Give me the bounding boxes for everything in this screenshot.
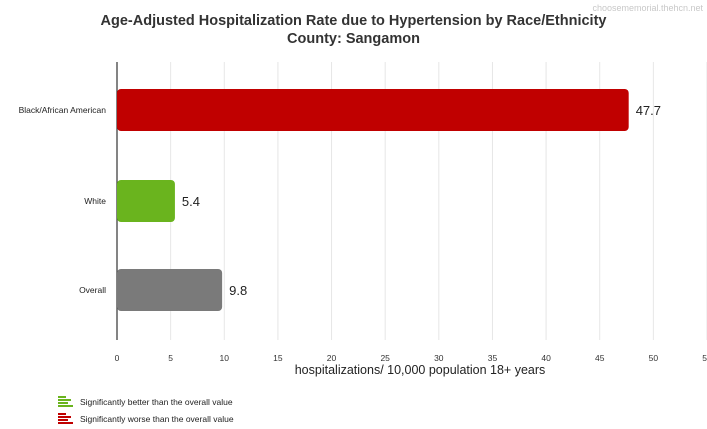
x-tick-label-8: 40 [541,353,551,363]
category-label-2: Overall [79,285,106,295]
x-tick-label-5: 25 [380,353,390,363]
value-label-0: 47.7 [636,103,661,118]
x-tick-label-3: 15 [273,353,283,363]
bar-1 [117,180,175,222]
x-axis-label: hospitalizations/ 10,000 population 18+ … [294,363,546,377]
legend-label-better: Significantly better than the overall va… [80,397,233,407]
legend-label-worse: Significantly worse than the overall val… [80,414,234,424]
bars-icon-green [58,396,73,407]
x-tick-label-2: 10 [220,353,230,363]
bar-0 [117,89,629,131]
x-tick-label-1: 5 [168,353,173,363]
category-label-1: White [84,196,106,206]
bar-2 [117,269,223,311]
x-tick-label-4: 20 [327,353,337,363]
x-tick-label-6: 30 [434,353,444,363]
x-tick-label-0: 0 [115,353,120,363]
watermark: choosememorial.thehcn.net [592,3,703,13]
x-tick-label-11: 55 [702,353,707,363]
bars-icon-red [58,413,73,424]
category-label-0: Black/African American [19,105,107,115]
value-label-2: 9.8 [229,283,247,298]
chart-subtitle: County: Sangamon [287,31,420,47]
x-tick-label-7: 35 [488,353,498,363]
chart-title: Age-Adjusted Hospitalization Rate due to… [100,13,607,29]
value-label-1: 5.4 [182,194,200,209]
x-tick-label-9: 45 [595,353,605,363]
x-tick-label-10: 50 [649,353,659,363]
